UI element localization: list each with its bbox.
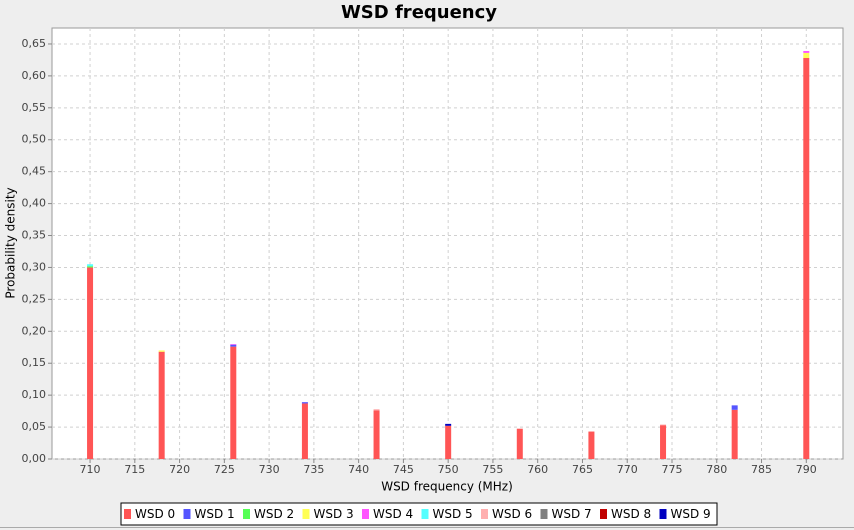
y-tick-label: 0,05: [22, 420, 47, 433]
legend-label: WSD 2: [254, 507, 294, 521]
x-tick-label: 785: [751, 463, 772, 476]
x-tick-label: 720: [169, 463, 190, 476]
bar-segment: [731, 409, 738, 459]
x-tick-label: 710: [80, 463, 101, 476]
legend-label: WSD 7: [552, 507, 592, 521]
y-tick-label: 0,65: [22, 37, 47, 50]
x-tick-label: 775: [661, 463, 682, 476]
bar-segment: [87, 267, 94, 459]
bar-segment: [230, 344, 237, 347]
legend-swatch: [659, 509, 667, 519]
x-tick-label: 740: [348, 463, 369, 476]
x-tick-label: 730: [259, 463, 280, 476]
x-tick-label: 725: [214, 463, 235, 476]
legend-label: WSD 1: [195, 507, 235, 521]
plot-area: [51, 27, 844, 460]
x-tick-label: 745: [393, 463, 414, 476]
bar-segment: [803, 50, 810, 53]
y-tick-label: 0,45: [22, 165, 47, 178]
bar-segment: [660, 425, 667, 459]
legend-swatch: [600, 509, 607, 519]
bar-segment: [588, 431, 595, 459]
legend-label: WSD 6: [492, 507, 532, 521]
legend-swatch: [540, 509, 548, 519]
bar-segment: [158, 350, 165, 352]
y-tick-label: 0,55: [22, 101, 47, 114]
bar-segment: [516, 428, 523, 429]
x-tick-label: 770: [617, 463, 638, 476]
bar-segment: [301, 403, 308, 459]
y-tick-label: 0,10: [22, 388, 47, 401]
bar-segment: [373, 409, 380, 411]
x-tick-label: 765: [572, 463, 593, 476]
legend-label: WSD 5: [433, 507, 473, 521]
y-tick-label: 0,50: [22, 133, 47, 146]
bar-segment: [158, 351, 165, 459]
bar-segment: [87, 266, 94, 268]
legend-swatch: [243, 509, 250, 519]
legend-swatch: [302, 509, 310, 519]
x-tick-label: 790: [796, 463, 817, 476]
legend-swatch: [124, 509, 131, 519]
bar-segment: [660, 424, 667, 426]
legend-label: WSD 4: [373, 507, 413, 521]
legend-label: WSD 0: [135, 507, 175, 521]
y-tick-label: 0,40: [22, 197, 47, 210]
bar-segment: [516, 428, 523, 459]
legend-swatch: [421, 509, 429, 519]
y-axis-label: Probability density: [4, 187, 18, 298]
bar-segment: [230, 346, 237, 459]
legend-label: WSD 3: [314, 507, 354, 521]
y-tick-label: 0,60: [22, 69, 47, 82]
y-tick-label: 0,25: [22, 292, 47, 305]
bar-segment: [230, 344, 237, 345]
legend-label: WSD 8: [611, 507, 651, 521]
legend-swatch: [362, 509, 369, 519]
y-tick-label: 0,20: [22, 324, 47, 337]
y-tick-label: 0,00: [22, 452, 47, 465]
bar-segment: [803, 52, 810, 59]
x-tick-label: 760: [527, 463, 548, 476]
bar-segment: [373, 410, 380, 459]
x-axis-label: WSD frequency (MHz): [381, 480, 513, 494]
y-tick-label: 0,35: [22, 229, 47, 242]
x-tick-label: 755: [482, 463, 503, 476]
legend-swatch: [183, 509, 191, 519]
bar-segment: [731, 405, 738, 410]
y-tick-label: 0,30: [22, 260, 47, 273]
legend-swatch: [481, 509, 488, 519]
bar-segment: [87, 264, 94, 267]
chart-title: WSD frequency: [341, 2, 497, 23]
legend-box: [120, 502, 718, 526]
x-tick-label: 750: [438, 463, 459, 476]
bar-segment: [301, 402, 308, 404]
y-tick-label: 0,15: [22, 356, 47, 369]
bar-segment: [803, 58, 810, 459]
x-tick-label: 780: [706, 463, 727, 476]
bar-segment: [445, 423, 452, 426]
x-tick-label: 715: [124, 463, 145, 476]
legend-label: WSD 9: [671, 507, 711, 521]
bar-segment: [445, 425, 452, 459]
x-tick-label: 735: [303, 463, 324, 476]
